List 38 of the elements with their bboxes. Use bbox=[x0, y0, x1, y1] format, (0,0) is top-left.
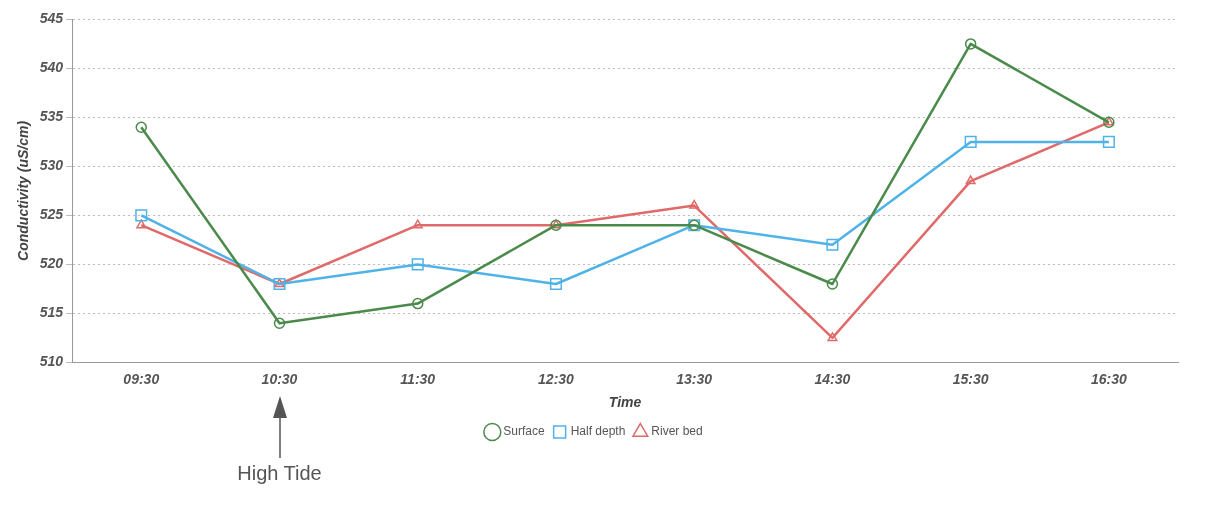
point bbox=[1102, 135, 1115, 148]
point bbox=[689, 199, 700, 209]
y-tick-label: 545 bbox=[39, 10, 64, 27]
y-tick-label: 520 bbox=[39, 255, 64, 272]
point bbox=[273, 317, 286, 329]
x-tick-label: 13:30 bbox=[676, 370, 713, 387]
y-tick-label: 540 bbox=[39, 59, 64, 76]
point bbox=[135, 209, 148, 222]
legend-label: River bed bbox=[651, 424, 703, 439]
y-axis-title: Conductivity (uS/cm) bbox=[15, 120, 32, 261]
point bbox=[964, 38, 977, 50]
y-tick-label: 510 bbox=[39, 353, 64, 370]
point bbox=[549, 277, 563, 291]
point bbox=[827, 332, 838, 342]
text: High Tide bbox=[237, 461, 322, 484]
x-tick-label: 15:30 bbox=[952, 370, 989, 387]
y-tick-label: 530 bbox=[39, 157, 64, 174]
y-tick-label: 535 bbox=[39, 108, 64, 125]
x-tick-label: 16:30 bbox=[1090, 370, 1127, 387]
x-tick-label: 09:30 bbox=[123, 370, 160, 387]
y-tick-label: 525 bbox=[39, 206, 64, 223]
point bbox=[411, 297, 424, 310]
legend-label: Half depth bbox=[570, 424, 626, 439]
x-tick-label: 10:30 bbox=[261, 370, 298, 387]
legend-label: Surface bbox=[503, 424, 545, 439]
x-tick-label: 11:30 bbox=[400, 370, 436, 387]
point bbox=[826, 238, 839, 251]
y-tick-label: 515 bbox=[39, 304, 64, 321]
x-tick-label: 12:30 bbox=[538, 370, 575, 387]
x-axis-title: Time bbox=[608, 394, 642, 411]
point bbox=[412, 219, 423, 229]
x-tick-label: 14:30 bbox=[814, 370, 851, 387]
point bbox=[411, 258, 424, 271]
point bbox=[135, 121, 148, 133]
point bbox=[826, 278, 839, 290]
point bbox=[136, 219, 147, 229]
point bbox=[965, 175, 976, 185]
point bbox=[964, 135, 977, 148]
